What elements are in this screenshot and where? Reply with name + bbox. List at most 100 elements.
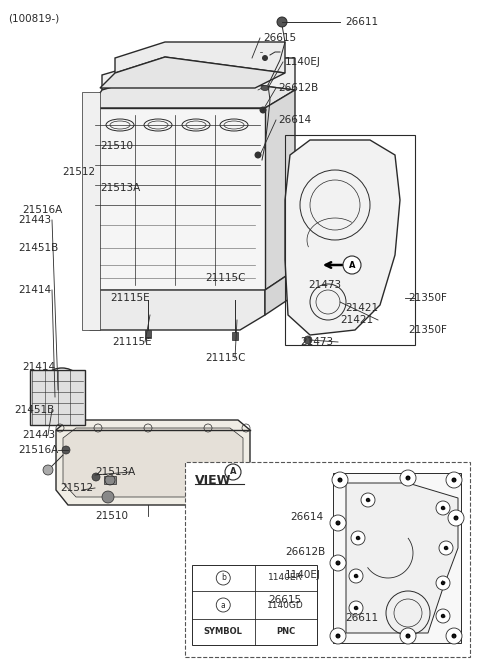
Circle shape <box>343 256 361 274</box>
Text: 21451B: 21451B <box>14 405 54 415</box>
Circle shape <box>349 601 363 615</box>
Text: 21414: 21414 <box>22 362 55 372</box>
Circle shape <box>330 555 346 571</box>
Circle shape <box>102 491 114 503</box>
Text: 1140ER: 1140ER <box>268 573 303 583</box>
Circle shape <box>330 628 346 644</box>
Polygon shape <box>346 483 458 633</box>
Circle shape <box>361 493 375 507</box>
Circle shape <box>260 107 266 113</box>
Text: 26612B: 26612B <box>285 547 325 557</box>
Circle shape <box>354 574 358 578</box>
Text: 26614: 26614 <box>278 115 311 125</box>
Text: b: b <box>366 498 370 502</box>
Text: 1140GD: 1140GD <box>267 600 304 610</box>
Text: 21510: 21510 <box>100 141 133 151</box>
Text: 21115E: 21115E <box>112 337 152 347</box>
Circle shape <box>304 336 312 344</box>
Text: 21414: 21414 <box>18 285 51 295</box>
Circle shape <box>336 520 340 526</box>
Text: 26614: 26614 <box>290 512 323 522</box>
Circle shape <box>436 576 450 590</box>
Polygon shape <box>90 108 265 290</box>
Text: b: b <box>221 573 226 583</box>
Circle shape <box>336 634 340 639</box>
Circle shape <box>92 473 100 481</box>
Text: 26612B: 26612B <box>278 83 318 93</box>
Circle shape <box>446 628 462 644</box>
Circle shape <box>262 55 268 61</box>
Text: b: b <box>354 606 358 610</box>
Circle shape <box>406 475 410 481</box>
Text: 21512: 21512 <box>60 483 93 493</box>
Circle shape <box>366 498 370 502</box>
Text: A: A <box>349 261 355 269</box>
Text: 21115C: 21115C <box>205 273 245 283</box>
Circle shape <box>439 541 453 555</box>
Text: 21473: 21473 <box>300 337 333 347</box>
Circle shape <box>448 510 464 526</box>
Text: PNC: PNC <box>276 628 295 636</box>
Text: 21350F: 21350F <box>408 325 447 335</box>
Circle shape <box>400 470 416 486</box>
Polygon shape <box>82 92 100 330</box>
Text: 21421: 21421 <box>345 303 378 313</box>
Text: a: a <box>454 516 458 520</box>
Text: b: b <box>441 614 445 618</box>
Text: 21513A: 21513A <box>100 183 140 193</box>
Bar <box>145 330 151 338</box>
Text: a: a <box>336 520 340 526</box>
Text: 26615: 26615 <box>263 33 296 43</box>
Text: 21451B: 21451B <box>18 243 58 253</box>
Polygon shape <box>102 58 295 90</box>
Circle shape <box>446 472 462 488</box>
Text: A: A <box>230 467 236 477</box>
Text: (100819-): (100819-) <box>8 13 59 23</box>
Circle shape <box>62 446 70 454</box>
Text: a: a <box>452 634 456 639</box>
Polygon shape <box>100 57 285 88</box>
Text: a: a <box>336 561 340 565</box>
Circle shape <box>452 634 456 639</box>
Circle shape <box>452 477 456 483</box>
Polygon shape <box>90 73 295 108</box>
Circle shape <box>444 545 448 550</box>
Text: a: a <box>406 634 410 639</box>
Text: SYMBOL: SYMBOL <box>204 628 243 636</box>
Circle shape <box>441 614 445 618</box>
Circle shape <box>454 516 458 520</box>
Ellipse shape <box>261 85 269 91</box>
Polygon shape <box>90 290 265 330</box>
Text: 21443: 21443 <box>22 430 55 440</box>
Circle shape <box>400 628 416 644</box>
Circle shape <box>351 531 365 545</box>
Text: 21510: 21510 <box>95 511 128 521</box>
Bar <box>192 565 317 645</box>
Text: 1140EJ: 1140EJ <box>285 570 321 580</box>
Bar <box>104 476 116 484</box>
Text: 1140EJ: 1140EJ <box>285 57 321 67</box>
Polygon shape <box>56 420 250 505</box>
Text: VIEW: VIEW <box>195 474 231 487</box>
Bar <box>185 462 470 657</box>
Circle shape <box>330 515 346 531</box>
Text: 21115E: 21115E <box>110 293 150 303</box>
Text: 21350F: 21350F <box>408 293 447 303</box>
Text: a: a <box>338 477 342 483</box>
Text: 26615: 26615 <box>268 595 301 605</box>
Text: a: a <box>406 475 410 481</box>
Text: 26611: 26611 <box>345 17 378 27</box>
Text: 21473: 21473 <box>308 280 341 290</box>
Text: 21512: 21512 <box>62 167 95 177</box>
Circle shape <box>336 561 340 565</box>
Bar <box>285 135 415 345</box>
Text: a: a <box>221 600 226 610</box>
Circle shape <box>436 609 450 623</box>
Circle shape <box>43 465 53 475</box>
Polygon shape <box>115 42 285 73</box>
Text: b: b <box>356 536 360 540</box>
Text: 21443: 21443 <box>18 215 51 225</box>
Circle shape <box>44 372 80 408</box>
Circle shape <box>349 569 363 583</box>
Circle shape <box>332 472 348 488</box>
